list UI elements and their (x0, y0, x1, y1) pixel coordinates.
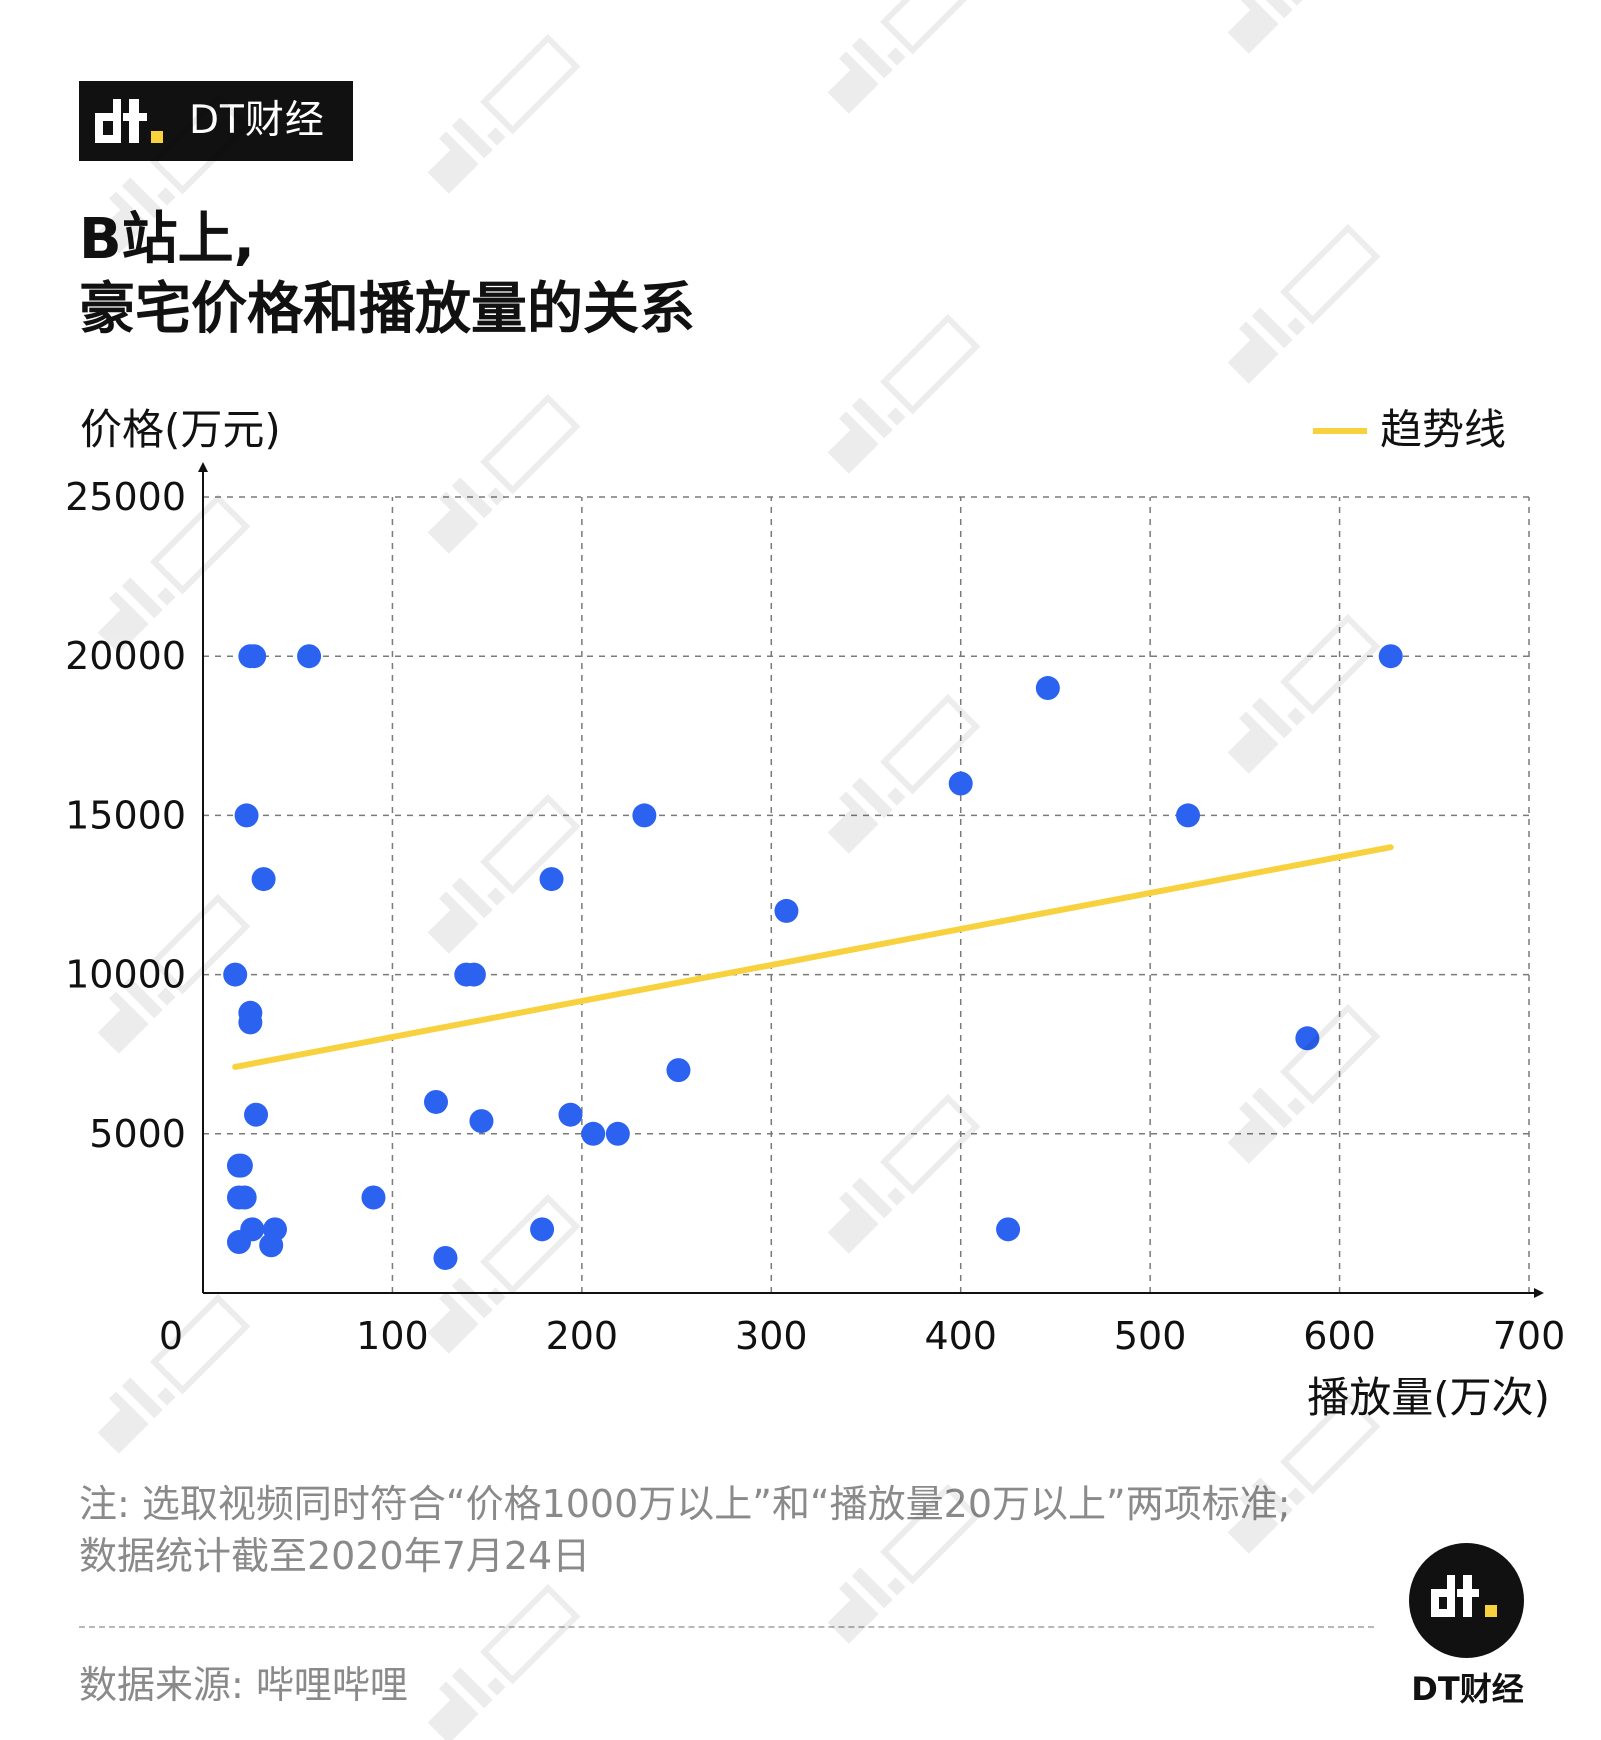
data-point (361, 1185, 386, 1210)
x-tick-label: 300 (735, 1314, 808, 1358)
y-axis-arrow-icon (198, 462, 208, 472)
data-point (1035, 676, 1060, 701)
data-point (666, 1058, 691, 1083)
data-point (539, 867, 564, 892)
data-point (251, 867, 276, 892)
x-tick-label: 0 (159, 1314, 183, 1358)
dt-footer-logo-icon (1409, 1543, 1524, 1658)
data-point (1295, 1026, 1320, 1051)
note-line-1: 注: 选取视频同时符合“价格1000万以上”和“播放量20万以上”两项标准; (79, 1482, 1291, 1526)
x-axis-arrow-icon (1534, 1288, 1544, 1298)
data-point (1176, 803, 1201, 828)
footer-divider (79, 1626, 1374, 1628)
data-point (433, 1245, 458, 1270)
legend: 趋势线 (1313, 405, 1506, 454)
data-point (581, 1121, 606, 1146)
y-tick-label: 15000 (65, 793, 186, 837)
data-point (223, 962, 248, 987)
note-line-2: 数据统计截至2020年7月24日 (79, 1534, 591, 1578)
data-point (244, 1102, 269, 1127)
x-tick-label: 100 (356, 1314, 429, 1358)
page-title: B站上, 豪宅价格和播放量的关系 (79, 205, 695, 345)
title-line-2: 豪宅价格和播放量的关系 (79, 277, 695, 342)
data-point (234, 803, 259, 828)
grid-lines (203, 496, 1530, 1293)
data-points (223, 644, 1403, 1270)
dt-logo-icon (95, 99, 163, 143)
brand-header: DT财经 (79, 81, 353, 161)
data-point (228, 1153, 253, 1178)
data-point (996, 1217, 1021, 1242)
brand-name: DT财经 (189, 98, 325, 143)
data-point (774, 898, 799, 923)
x-tick-label: 400 (924, 1314, 997, 1358)
x-tick-label: 600 (1303, 1314, 1376, 1358)
x-tick-label: 500 (1114, 1314, 1187, 1358)
trendline (232, 844, 1394, 1070)
data-point (1378, 644, 1403, 669)
data-point (232, 1185, 257, 1210)
chart-note: 注: 选取视频同时符合“价格1000万以上”和“播放量20万以上”两项标准; 数… (79, 1478, 1479, 1582)
data-point (238, 1010, 263, 1035)
x-tick-label: 700 (1493, 1314, 1566, 1358)
data-point (605, 1121, 630, 1146)
y-axis-title: 价格(万元) (80, 405, 281, 454)
title-line-1: B站上, (79, 207, 255, 272)
data-source: 数据来源: 哔哩哔哩 (79, 1663, 408, 1707)
data-point (461, 962, 486, 987)
axes (198, 462, 1544, 1298)
y-tick-label: 25000 (65, 475, 186, 519)
data-point (530, 1217, 555, 1242)
y-tick-label: 5000 (89, 1112, 186, 1156)
x-tick-label: 200 (546, 1314, 619, 1358)
data-point (259, 1233, 284, 1258)
trendline-group (232, 844, 1394, 1070)
y-tick-label: 20000 (65, 634, 186, 678)
data-point (558, 1102, 583, 1127)
data-point (423, 1089, 448, 1114)
y-tick-label: 10000 (65, 953, 186, 997)
watermark (427, 1583, 581, 1740)
data-point (226, 1230, 251, 1255)
scatter-chart: 0 100 200 300 400 500 600 700 5000 10000 15000 2000… (65, 405, 1565, 1422)
data-point (297, 644, 322, 669)
footer-brand-name: DT财经 (1411, 1670, 1524, 1708)
legend-trend-label: 趋势线 (1380, 405, 1506, 454)
data-point (242, 644, 267, 669)
x-axis-title: 播放量(万次) (1307, 1373, 1550, 1422)
data-point (632, 803, 657, 828)
data-point (469, 1109, 494, 1134)
tick-labels: 0 100 200 300 400 500 600 700 5000 10000 15000 2000… (65, 475, 1565, 1358)
data-point (948, 771, 973, 796)
